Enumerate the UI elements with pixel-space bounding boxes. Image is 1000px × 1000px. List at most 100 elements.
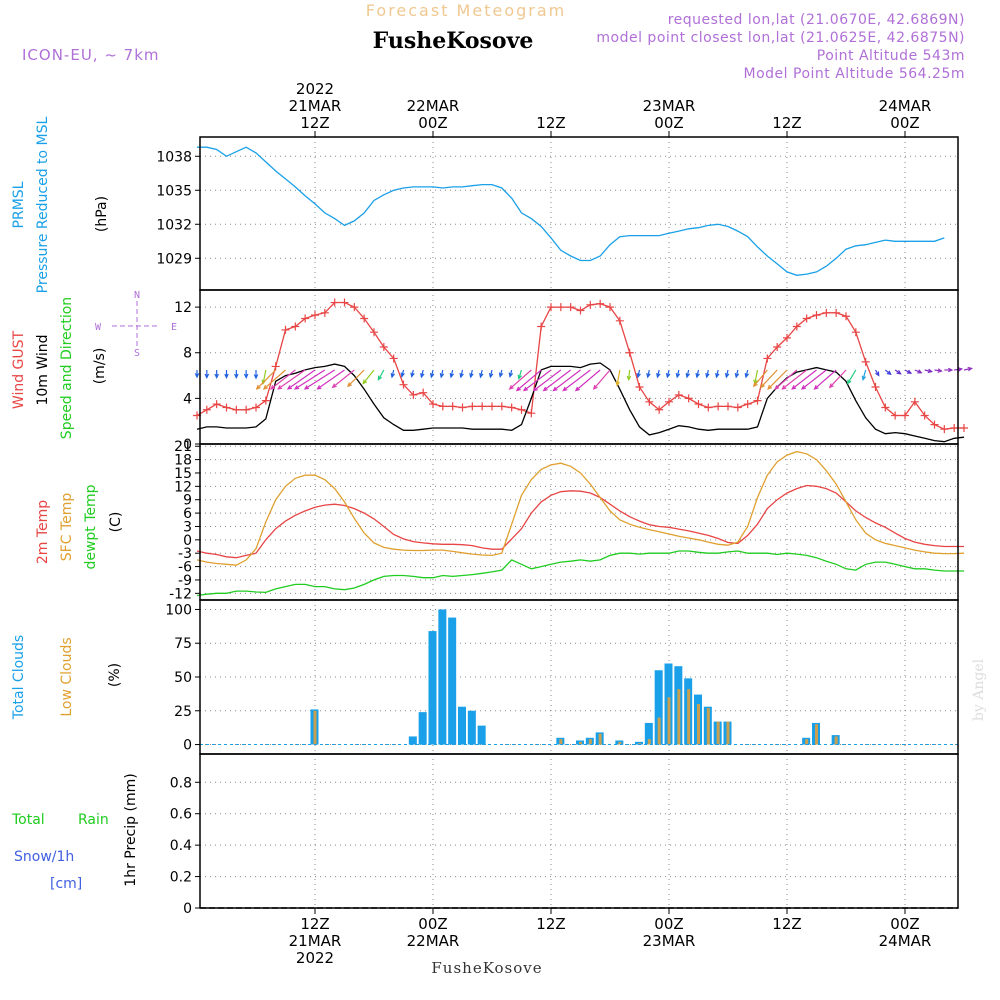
wind-arrow-shaft (760, 369, 778, 388)
wind-arrow (944, 367, 954, 373)
wind-arrow-head (204, 373, 210, 379)
wind-arrow-head (420, 372, 425, 379)
wind-arrow (675, 369, 681, 379)
wind-arrow (894, 369, 902, 375)
wind-arrow (390, 369, 396, 379)
wind-arrow-head (927, 368, 934, 374)
low-cloud-bar (814, 724, 818, 745)
gust-marker (468, 402, 477, 411)
wind-arrow (665, 369, 671, 379)
wind-arrow (262, 369, 286, 390)
y-tick-label: 0 (183, 738, 192, 754)
wind-arrow (522, 369, 552, 392)
wind-arrow-head (293, 385, 300, 390)
gust-marker (615, 316, 624, 325)
wind-arrow-shaft (781, 369, 808, 390)
panel4-labels: Total Clouds Low Clouds (%) (11, 635, 123, 720)
y-tick-label: 0.2 (170, 870, 192, 886)
wind-arrow-shaft (543, 369, 572, 391)
low-cloud-bar (677, 689, 681, 745)
wind-arrow (255, 369, 277, 390)
y-tick-label: -9 (178, 573, 192, 589)
wind-arrow (874, 369, 880, 377)
wind-arrow-shaft (847, 369, 857, 384)
panel-frame-1 (199, 136, 959, 291)
wind-arrow-shaft (523, 369, 552, 391)
wind-arrow (705, 369, 710, 379)
wind-arrow-head (937, 368, 943, 373)
wind-arrow (760, 369, 778, 389)
wind-arrow-head (760, 383, 765, 389)
low-cloud-bar (834, 736, 838, 745)
wind-arrow (362, 369, 375, 385)
y-tick-label: 100 (165, 602, 192, 618)
gust-marker (537, 322, 546, 331)
gust-marker (576, 306, 585, 315)
wind-arrow (752, 369, 768, 388)
low-clouds-label: Low Clouds (59, 637, 75, 716)
bottom-time-label: 00Z (890, 915, 919, 933)
wind-arrow (615, 369, 621, 387)
gust-marker (684, 394, 693, 403)
gust-marker (822, 308, 831, 317)
wind-arrow-head (705, 372, 710, 379)
dewpt-label: dewpt Temp (83, 484, 99, 569)
wind-arrow (846, 369, 857, 385)
low-cloud-bar (578, 741, 582, 745)
gust-marker (782, 333, 791, 342)
wind-arrow (753, 369, 759, 385)
model-label: ICON-EU, ~ 7km (22, 46, 160, 64)
wind-arrow (828, 369, 847, 389)
gust-marker (281, 325, 290, 334)
wind-arrow-shaft (553, 369, 581, 391)
gust-marker (625, 348, 634, 357)
wind-arrow (744, 369, 750, 379)
wind-arrow-head (615, 381, 620, 387)
wind-arrow-head (508, 384, 514, 390)
wind-arrow-head (429, 372, 435, 379)
wind-arrow (636, 369, 641, 379)
wind-arrow-shaft (362, 369, 375, 384)
y-tick-label: 6 (183, 506, 192, 522)
top-time-label: 12Z (536, 114, 565, 132)
total-cloud-bar (448, 617, 457, 745)
gust-marker (212, 400, 221, 409)
wind-arrow-head (917, 369, 923, 374)
gust-marker (448, 402, 457, 411)
wind-arrow (347, 369, 365, 388)
series-line-2m-temp (196, 484, 964, 559)
wind-arrow-shaft (753, 369, 768, 387)
gust-marker (763, 354, 772, 363)
wind-arrow (479, 369, 484, 379)
panel-frame-5 (199, 753, 959, 909)
wind-arrow (963, 366, 973, 372)
gust-marker (841, 312, 850, 321)
low-cloud-bar (637, 743, 641, 745)
gust-marker (261, 396, 270, 405)
gust-marker (478, 402, 487, 411)
wind-arrow (269, 369, 296, 390)
gust-marker (556, 303, 565, 312)
gust-marker (645, 397, 654, 406)
model-altitude: Model Point Altitude 564.25m (744, 66, 965, 82)
wind-arrow (286, 369, 316, 390)
y-tick-label: 25 (174, 704, 192, 720)
footer-station: FusheKosove (431, 959, 542, 977)
bottom-time-label: 22MAR (407, 932, 460, 950)
gust-marker (360, 314, 369, 323)
wind-arrow-shaft (347, 369, 365, 387)
gust-marker (871, 382, 880, 391)
series-line-sfc-temp (196, 450, 965, 566)
low-cloud-bar (687, 689, 691, 745)
hpa-unit-label: (hPa) (94, 196, 110, 232)
wind-arrow-head (316, 385, 322, 390)
bottom-time-label: 00Z (654, 915, 683, 933)
wind-arrow (791, 369, 817, 390)
wind-arrow-head (303, 385, 309, 390)
gust-marker (202, 405, 211, 414)
prmsl-label: PRMSL (11, 181, 27, 228)
total-cloud-bar (438, 609, 447, 745)
wind-arrow-head (967, 366, 973, 372)
wind-arrow (800, 369, 827, 390)
wind-arrow-head (626, 375, 632, 382)
